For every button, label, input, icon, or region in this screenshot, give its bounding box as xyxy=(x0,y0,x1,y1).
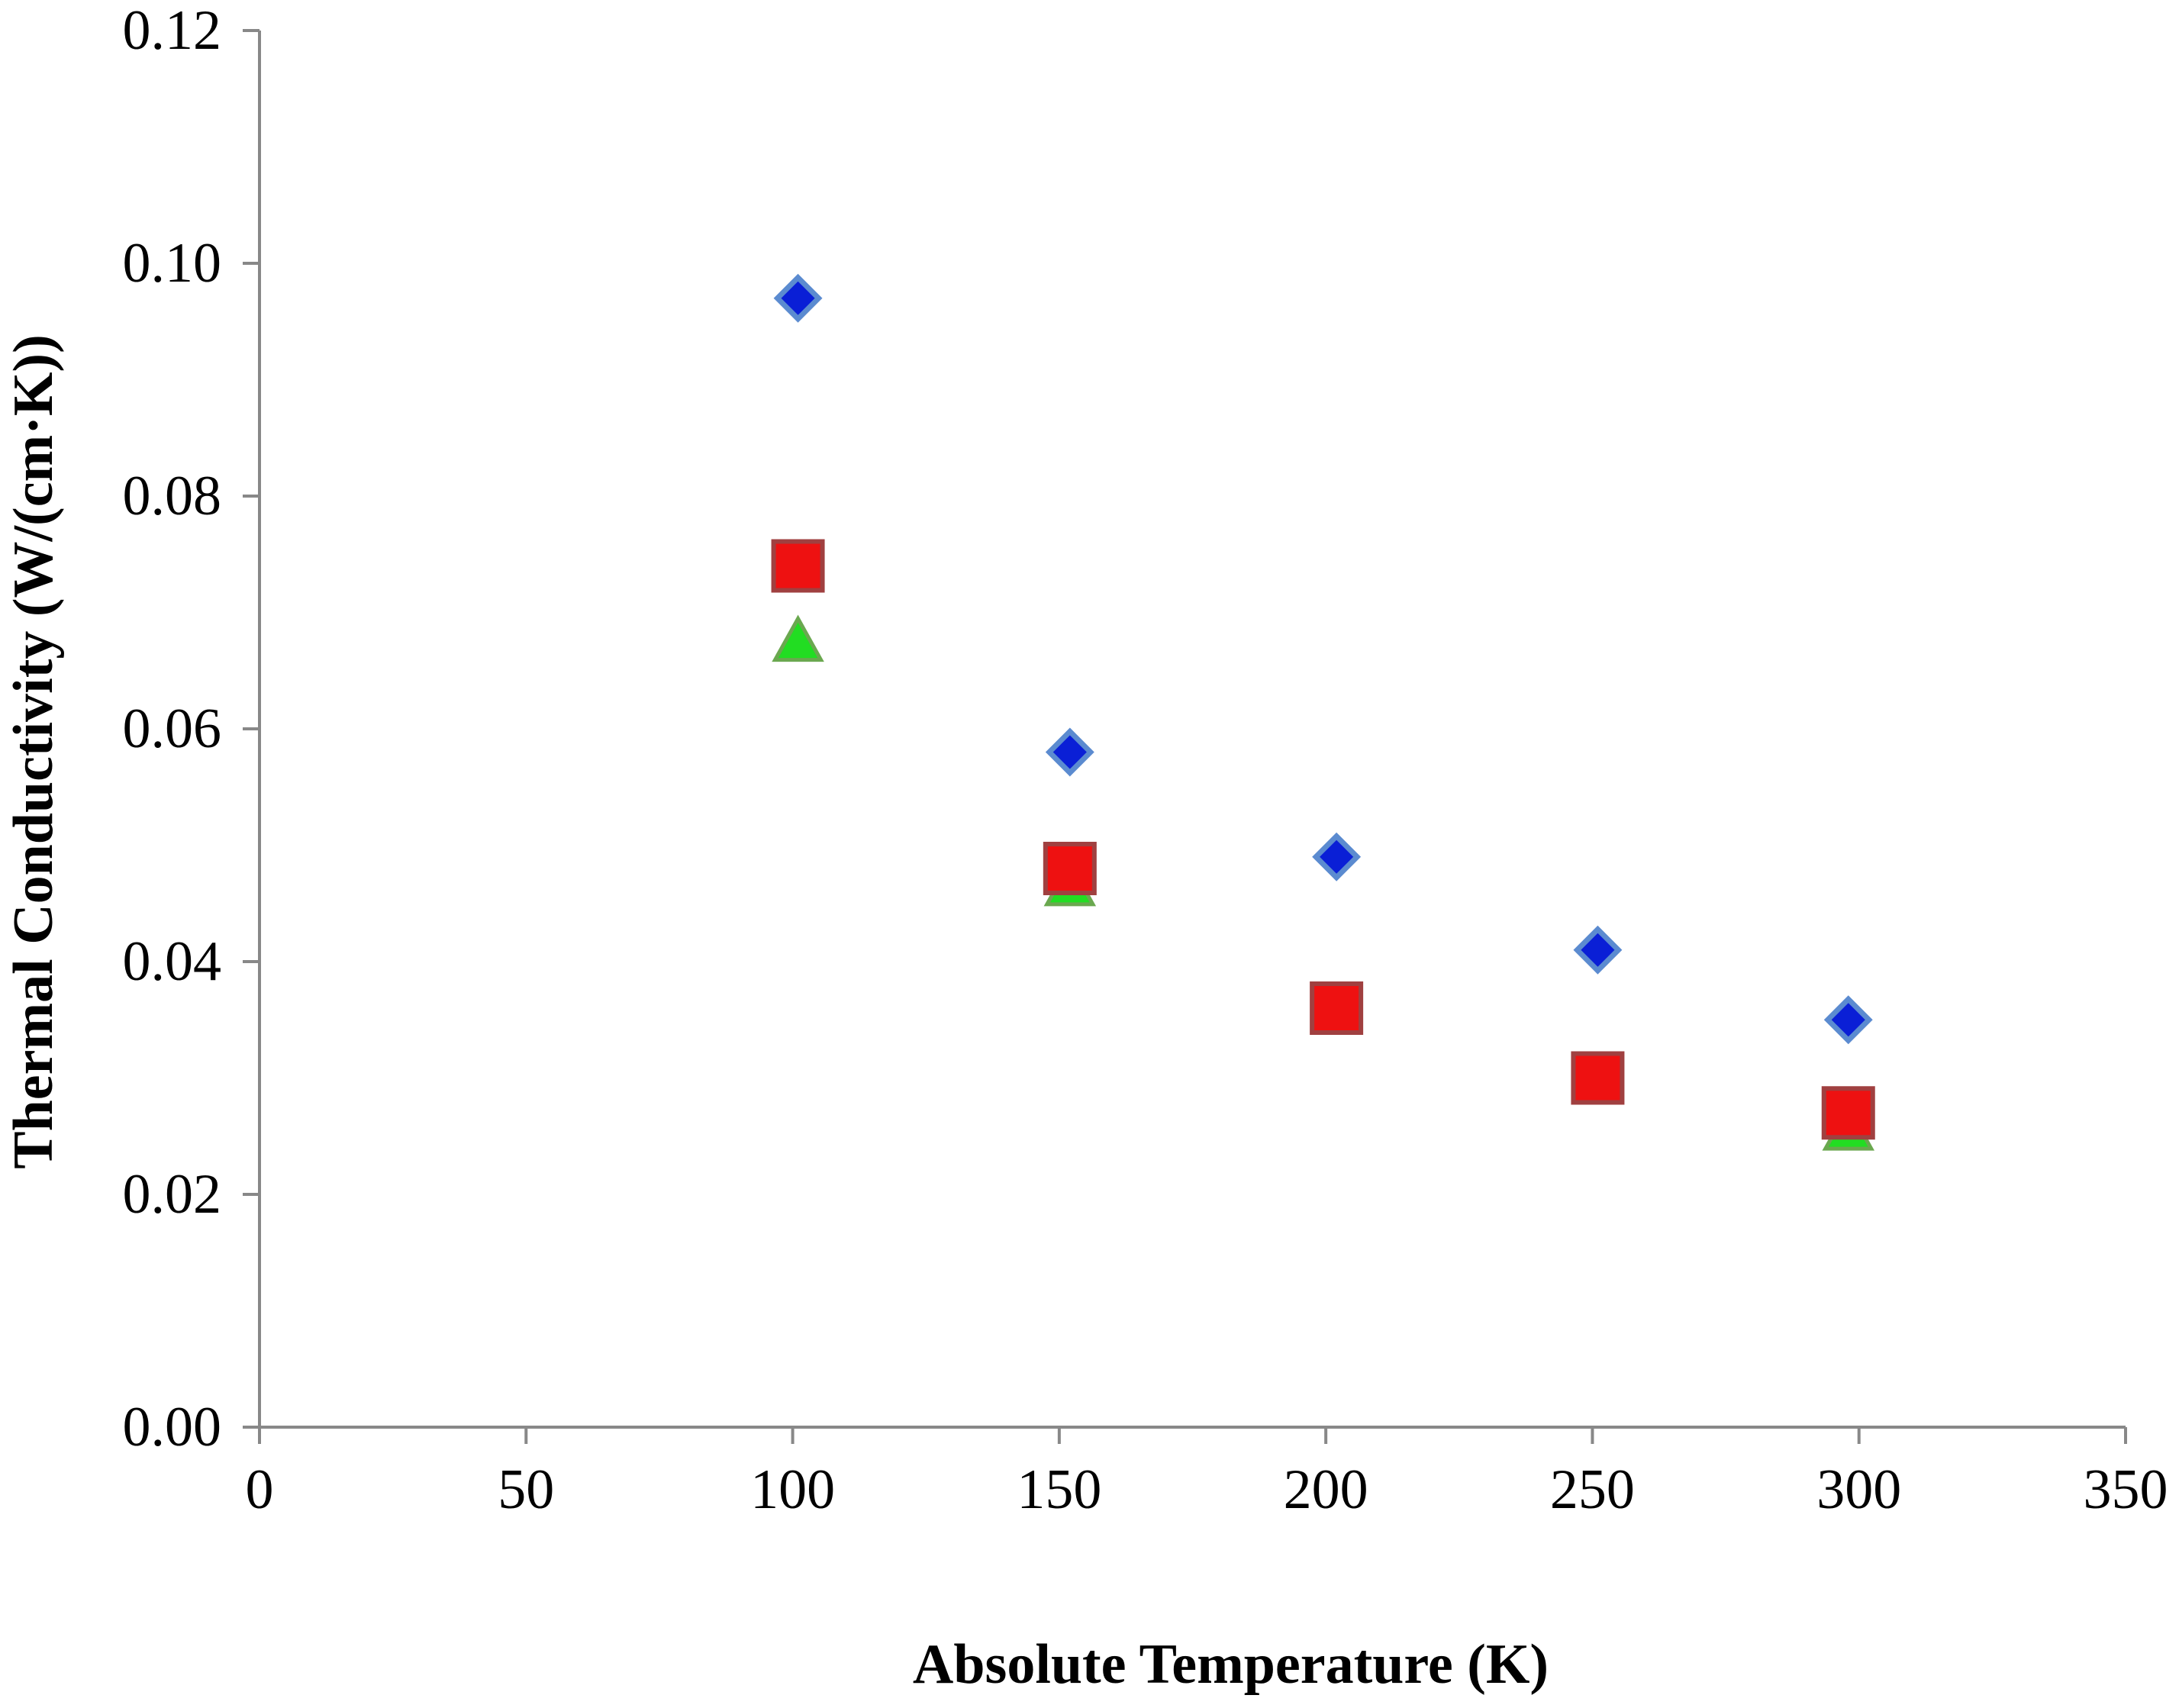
diamond-point xyxy=(1045,727,1094,777)
square-point xyxy=(1821,1086,1875,1140)
x-tick-label: 200 xyxy=(1284,1458,1368,1521)
ticks: 0.00 0.02 0.04 0.06 0.08 0.10 0.12 0 50 100 150 200… xyxy=(123,0,2168,1521)
y-tick-label: 0.06 xyxy=(123,698,222,760)
y-tick-label: 0.02 xyxy=(123,1163,222,1226)
square-point xyxy=(771,539,825,593)
diamond-point xyxy=(773,273,823,323)
x-tick-label: 100 xyxy=(750,1458,835,1521)
diamond-point xyxy=(1312,832,1362,881)
diamond-point xyxy=(1573,925,1623,975)
triangle-point xyxy=(772,614,824,662)
x-tick-label: 50 xyxy=(498,1458,554,1521)
y-axis-title: Thermal Conductivity (W/(cm·K)) xyxy=(2,334,65,1168)
y-tick-label: 0.08 xyxy=(123,465,222,527)
x-tick-label: 250 xyxy=(1550,1458,1635,1521)
square-point xyxy=(1043,842,1097,895)
square-point xyxy=(1571,1051,1625,1105)
y-tick-label: 0.10 xyxy=(123,232,222,295)
axes xyxy=(258,31,2126,1429)
y-tick-label: 0.00 xyxy=(123,1396,222,1458)
data-points xyxy=(771,273,1875,1151)
x-tick-label: 300 xyxy=(1816,1458,1901,1521)
x-tick-label: 350 xyxy=(2084,1458,2168,1521)
x-tick-label: 150 xyxy=(1017,1458,1101,1521)
square-point xyxy=(1310,981,1364,1035)
y-tick-label: 0.12 xyxy=(123,0,222,62)
x-axis-title: Absolute Temperature (K) xyxy=(913,1633,1549,1696)
x-tick-label: 0 xyxy=(246,1458,274,1521)
y-tick-label: 0.04 xyxy=(123,930,222,993)
diamond-point xyxy=(1823,995,1873,1045)
